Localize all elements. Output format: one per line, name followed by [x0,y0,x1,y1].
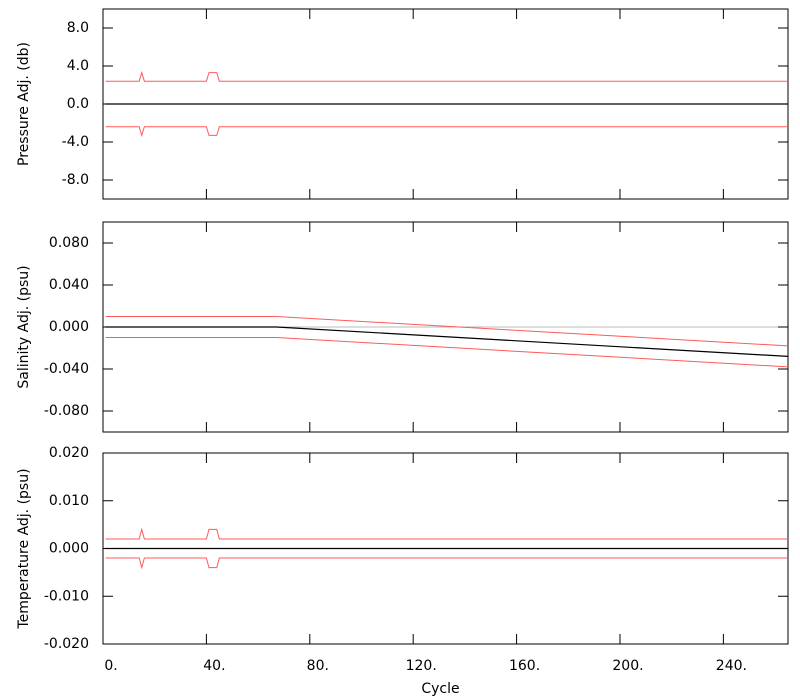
data-line [105,326,789,357]
data-line [105,337,789,368]
data-line [105,316,789,347]
data-line [105,126,788,138]
x-axis-label: Cycle [421,681,459,697]
y-tick-label: 0.080 [49,235,89,251]
y-tick-label: 4.0 [67,58,89,74]
y-tick-label: -8.0 [62,172,89,188]
y-axis-label: Salinity Adj. (psu) [16,265,32,388]
data-line [105,527,788,540]
x-tick-label: 0. [104,658,117,674]
y-tick-label: -0.040 [44,361,89,377]
y-tick-label: 0.040 [49,277,89,293]
y-tick-label: 0.010 [49,493,89,509]
data-line [105,70,788,82]
y-tick-label: 0.0 [67,96,89,112]
y-axis-label: Temperature Adj. (psu) [16,468,32,629]
x-tick-label: 120. [406,658,437,674]
x-tick-label: 240. [716,658,747,674]
x-tick-label: 160. [509,658,540,674]
y-axis-label: Pressure Adj. (db) [16,42,32,166]
y-tick-label: 8.0 [67,20,89,36]
y-tick-label: 0.000 [49,319,89,335]
y-tick-label: 0.000 [49,541,89,557]
x-tick-label: 40. [203,658,225,674]
data-line [105,557,788,570]
y-tick-label: -0.010 [44,588,89,604]
y-tick-label: -4.0 [62,134,89,150]
x-tick-label: 80. [307,658,329,674]
x-tick-label: 200. [612,658,643,674]
y-tick-label: -0.080 [44,403,89,419]
y-tick-label: 0.020 [49,445,89,461]
y-tick-label: -0.020 [44,636,89,652]
